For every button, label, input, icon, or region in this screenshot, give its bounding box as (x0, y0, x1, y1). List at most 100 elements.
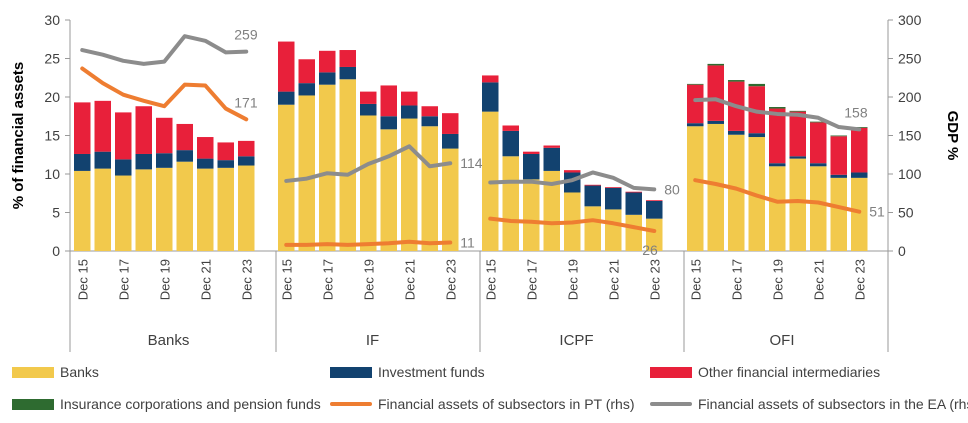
left-tick-label: 5 (52, 205, 60, 221)
bar-segment-banks (584, 206, 601, 251)
bar-segment-ofi (156, 117, 173, 154)
ea-end-label: 259 (234, 27, 258, 43)
category-tick-label: Dec 21 (606, 259, 621, 300)
bar-segment-icpf (830, 135, 847, 137)
bar-segment-ofi (523, 151, 540, 154)
bar-segment-investment-funds (176, 150, 193, 162)
bar-segment-investment-funds (789, 156, 806, 159)
bar-segment-banks (339, 79, 356, 251)
legend-swatch-ofi (650, 366, 692, 378)
bar-segment-ofi (401, 91, 418, 106)
bar-segment-ofi (74, 102, 91, 154)
left-tick-label: 0 (52, 243, 60, 259)
bar-segment-investment-funds (851, 172, 868, 178)
bar-segment-banks (810, 166, 827, 251)
bar-segment-icpf (769, 107, 786, 109)
legend-label-banks: Banks (60, 364, 99, 380)
bar-segment-banks (830, 177, 847, 251)
legend-item-banks: Banks (12, 364, 99, 380)
bar-segment-banks (646, 218, 663, 251)
right-axis: 0 50 100 150 200 250 300 (887, 12, 922, 259)
bar-segment-investment-funds (523, 153, 540, 180)
bar-segment-ofi (278, 41, 295, 92)
bar-segment-investment-funds (339, 66, 356, 80)
bar-segment-banks (238, 165, 255, 251)
legend-item-ea-line: Financial assets of subsectors in the EA… (650, 396, 968, 412)
bar-segment-banks (360, 115, 377, 251)
bar-segment-ofi (380, 85, 397, 117)
bar-segment-banks (319, 84, 336, 252)
bar-segment-investment-funds (748, 133, 765, 138)
legend-swatch-banks (12, 366, 54, 378)
bar-segment-banks (421, 126, 438, 251)
legend-swatch-investment-funds (330, 366, 372, 378)
group-ofi: Dec 15 Dec 17 Dec 19 Dec 21 Dec 23 158 51 OFI (687, 63, 885, 349)
pt-end-label: 26 (642, 242, 658, 258)
right-tick-label: 0 (898, 243, 906, 259)
category-tick-label: Dec 15 (688, 259, 703, 300)
bar-segment-banks (502, 156, 519, 251)
bar-segment-banks (217, 167, 234, 251)
pt-end-label: 171 (234, 94, 258, 110)
category-tick-label: Dec 19 (770, 259, 785, 300)
bar-segment-ofi (94, 100, 111, 152)
bar-segment-ofi (339, 50, 356, 67)
ea-end-label: 80 (664, 181, 680, 197)
bar-segment-ofi (115, 112, 132, 160)
bar-segment-investment-funds (238, 156, 255, 166)
bar-segment-banks (769, 166, 786, 251)
bar-segment-investment-funds (625, 192, 642, 215)
pt-end-label: 51 (869, 204, 885, 220)
legend-item-icpf: Insurance corporations and pension funds (12, 396, 321, 412)
bar-segment-banks (135, 169, 152, 251)
bar-segment-investment-funds (380, 116, 397, 130)
bar-segment-investment-funds (769, 163, 786, 167)
group-icpf: Dec 15 Dec 17 Dec 19 Dec 21 Dec 23 80 26 ICPF (482, 75, 680, 349)
bar-segment-investment-funds (482, 82, 499, 112)
bar-segment-icpf (728, 80, 745, 82)
ea-line (693, 97, 862, 132)
bar-segment-ofi (319, 50, 336, 73)
pt-end-label: 11 (460, 235, 475, 251)
bar-segment-investment-funds (605, 187, 622, 210)
group-label: ICPF (559, 332, 593, 349)
bar-segment-investment-funds (810, 163, 827, 167)
bar-segment-banks (523, 179, 540, 251)
legend-label-ofi: Other financial intermediaries (698, 364, 881, 380)
bar-segment-investment-funds (502, 130, 519, 157)
bar-segment-banks (115, 175, 132, 251)
legend-swatch-icpf (12, 398, 54, 410)
bar-segment-ofi (851, 127, 868, 173)
category-tick-label: Dec 19 (361, 259, 376, 300)
bar-segment-investment-funds (135, 153, 152, 170)
bar-segment-banks (197, 168, 214, 251)
legend-item-investment-funds: Investment funds (330, 364, 485, 380)
bar-segment-banks (401, 118, 418, 251)
bar-segment-ofi (687, 84, 704, 124)
pt-line (80, 66, 249, 122)
legend-label-ea-line: Financial assets of subsectors in the EA… (698, 396, 968, 412)
bar-segment-investment-funds (74, 153, 91, 171)
bar-segment-ofi (625, 191, 642, 193)
bar-segment-banks (789, 158, 806, 251)
category-tick-label: Dec 19 (157, 259, 172, 300)
bar-segment-investment-funds (646, 200, 663, 219)
bar-segment-investment-funds (687, 123, 704, 127)
right-tick-label: 200 (898, 89, 922, 105)
category-tick-label: Dec 23 (852, 259, 867, 300)
bar-segment-ofi (442, 113, 459, 134)
left-tick-label: 15 (44, 128, 60, 144)
bar-segment-ofi (421, 106, 438, 117)
bar-segment-investment-funds (707, 120, 724, 124)
bar-segment-icpf (707, 63, 724, 66)
left-axis: 0 5 10 15 20 25 30 (44, 12, 71, 259)
group-label: Banks (148, 332, 190, 349)
category-tick-label: Dec 21 (402, 259, 417, 300)
bar-segment-banks (176, 161, 193, 251)
bar-segment-investment-funds (298, 83, 315, 96)
category-tick-label: Dec 15 (279, 259, 294, 300)
group-label: IF (366, 332, 379, 349)
bar-segment-banks (94, 168, 111, 251)
category-tick-label: Dec 17 (729, 259, 744, 300)
